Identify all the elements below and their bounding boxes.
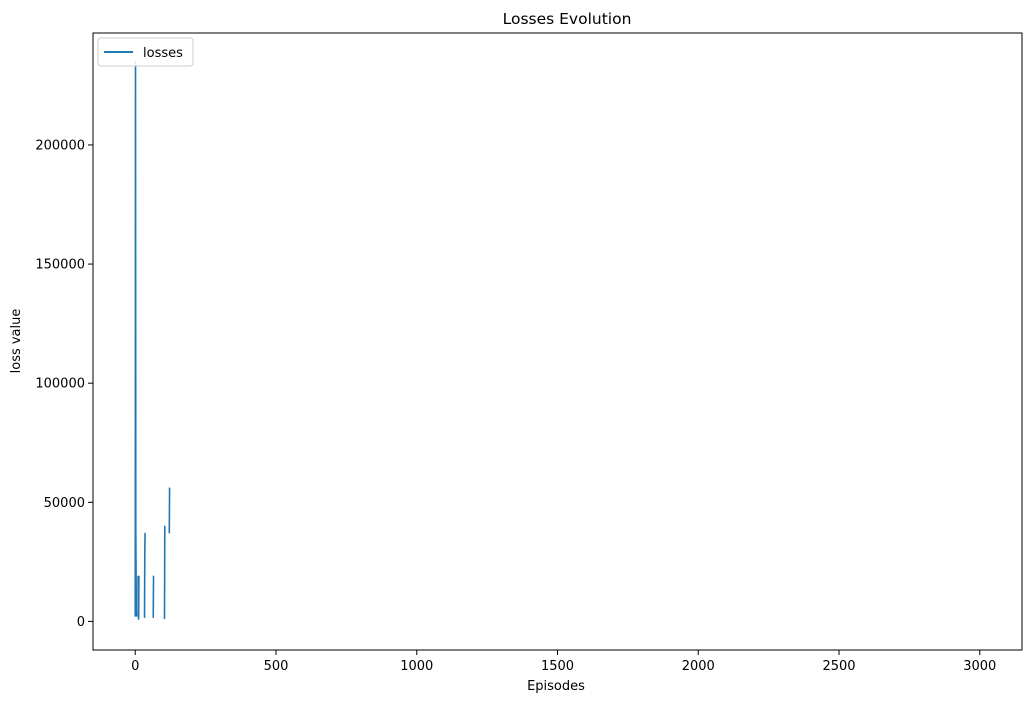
plot-area <box>92 32 1023 651</box>
x-tick-label: 2000 <box>682 659 715 674</box>
x-tick-label: 1500 <box>541 659 574 674</box>
y-axis-ticks: 0 50000 100000 150000 200000 <box>35 138 93 630</box>
y-tick-label: 50000 <box>44 496 85 511</box>
plot-frame <box>92 32 1023 651</box>
series-layer <box>134 60 171 620</box>
series-line-segment <box>143 532 146 618</box>
series-line-segment <box>168 487 171 534</box>
series-line-segment <box>134 60 138 617</box>
series-line-segment <box>163 525 166 620</box>
y-tick-label: 100000 <box>35 377 85 392</box>
x-tick-label: 1000 <box>400 659 433 674</box>
x-tick-label: 0 <box>131 659 139 674</box>
legend: losses <box>97 37 194 67</box>
y-axis-label: loss value <box>9 309 24 374</box>
y-tick-label: 200000 <box>35 138 85 153</box>
x-axis-ticks: 0 500 1000 1500 2000 2500 3000 <box>131 650 996 674</box>
chart-title: Losses Evolution <box>503 10 632 28</box>
series-line-segment <box>137 575 140 620</box>
y-tick-label: 0 <box>77 615 85 630</box>
series-line-segment <box>152 575 155 618</box>
x-tick-label: 500 <box>264 659 289 674</box>
x-tick-label: 3000 <box>963 659 996 674</box>
x-axis-label: Episodes <box>527 679 585 694</box>
legend-label: losses <box>143 46 183 61</box>
x-tick-label: 2500 <box>822 659 855 674</box>
y-tick-label: 150000 <box>35 258 85 273</box>
legend-box <box>97 37 194 67</box>
